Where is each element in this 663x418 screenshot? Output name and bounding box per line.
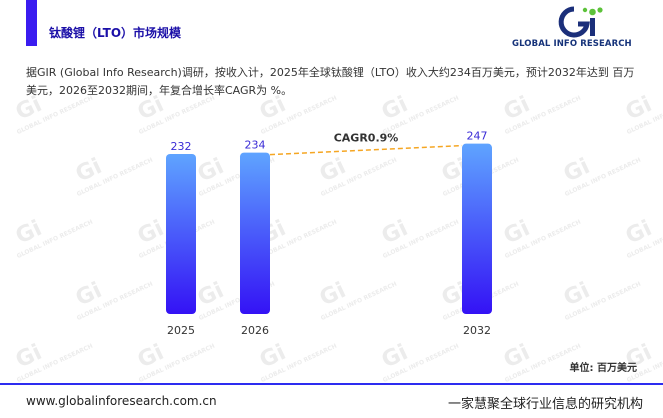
value-label-2026: 234 xyxy=(245,139,266,152)
bar-2025 xyxy=(166,154,196,314)
category-label-2032: 2032 xyxy=(463,324,491,337)
cagr-trend-line xyxy=(269,144,463,156)
footer-divider xyxy=(0,383,663,385)
header: 钛酸锂（LTO）市场规模 GLOBAL INFO RESEARCH xyxy=(0,0,663,57)
footer-url-link[interactable]: www.globalinforesearch.com.cn xyxy=(26,394,217,408)
bar-2026 xyxy=(240,152,270,314)
svg-text:GLOBAL INFO RESEARCH: GLOBAL INFO RESEARCH xyxy=(260,343,338,384)
svg-text:GLOBAL INFO RESEARCH: GLOBAL INFO RESEARCH xyxy=(138,343,216,384)
company-logo: GLOBAL INFO RESEARCH xyxy=(512,6,642,52)
unit-label: 单位: 百万美元 xyxy=(569,363,637,374)
title-accent-bar xyxy=(26,0,37,46)
page-title: 钛酸锂（LTO）市场规模 xyxy=(49,26,182,40)
bar-chart: 232 2025 234 2026 247 2032 CAGR0.9% xyxy=(166,130,492,337)
value-label-2025: 232 xyxy=(171,140,192,153)
footer-slogan: 一家慧聚全球行业信息的研究机构 xyxy=(447,397,643,412)
svg-text:GLOBAL INFO RESEARCH: GLOBAL INFO RESEARCH xyxy=(16,343,94,384)
description-text: 据GIR (Global Info Research)调研，按收入计，2025年… xyxy=(26,66,635,97)
category-label-2025: 2025 xyxy=(167,324,195,337)
svg-text:GLOBAL INFO RESEARCH: GLOBAL INFO RESEARCH xyxy=(382,343,460,384)
cagr-annotation: CAGR0.9% xyxy=(334,132,399,145)
value-label-2032: 247 xyxy=(467,130,488,143)
bar-2032 xyxy=(462,143,492,314)
category-label-2026: 2026 xyxy=(241,324,269,337)
logo-text: GLOBAL INFO RESEARCH xyxy=(512,39,632,49)
logo-mark-icon xyxy=(558,6,603,38)
